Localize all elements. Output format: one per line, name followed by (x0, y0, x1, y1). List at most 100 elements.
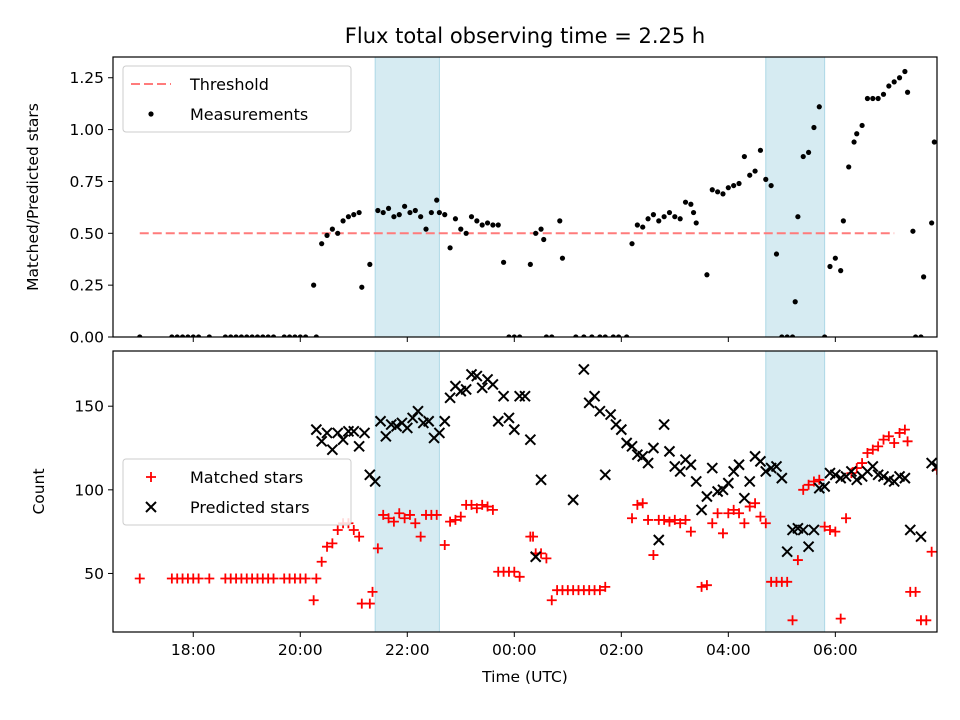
data-point (233, 334, 239, 337)
y-tick-label: 1.00 (69, 121, 104, 139)
legend: Matched stars Predicted stars (122, 458, 352, 526)
data-point (803, 479, 814, 490)
data-point (599, 469, 611, 481)
data-point (476, 382, 488, 394)
data-point (324, 232, 330, 238)
data-point (332, 524, 343, 535)
data-point (883, 431, 894, 442)
x-tick-label: 02:00 (599, 641, 644, 659)
data-point (222, 334, 228, 337)
data-point (228, 334, 234, 337)
data-point (383, 513, 394, 524)
data-point (937, 86, 942, 91)
data-point (841, 513, 852, 524)
data-point (690, 475, 702, 488)
data-point (792, 299, 798, 305)
data-point (354, 531, 365, 542)
data-point (873, 441, 884, 452)
data-point (894, 427, 905, 438)
data-point (645, 216, 651, 222)
data-point (666, 209, 673, 216)
data-point (533, 230, 539, 236)
data-point (733, 459, 745, 471)
data-point (436, 209, 442, 216)
data-point (814, 474, 825, 485)
data-point (244, 334, 250, 337)
data-point (632, 499, 643, 510)
data-point (744, 475, 756, 488)
data-point (672, 214, 678, 220)
data-point (407, 209, 413, 216)
data-point (340, 218, 346, 224)
data-point (268, 573, 279, 584)
data-point (741, 153, 747, 160)
data-point (134, 573, 145, 584)
data-point (597, 334, 603, 337)
data-point (829, 469, 842, 481)
data-point (931, 460, 937, 473)
data-point (310, 423, 323, 436)
data-point (948, 471, 958, 481)
data-point (495, 222, 501, 228)
data-point (528, 531, 539, 542)
data-point (715, 189, 721, 195)
data-point (656, 218, 662, 224)
data-point (557, 218, 563, 224)
data-point (311, 282, 317, 288)
panel-2: 50 100 150 18:00 20:00 22:00 00:00 02:00 04:00 06… (30, 350, 958, 686)
data-point (782, 576, 793, 587)
data-point (629, 241, 635, 247)
data-point (760, 465, 772, 478)
data-point (701, 580, 712, 591)
data-point (878, 434, 889, 445)
data-point (824, 524, 835, 535)
y-axis-label: Count (30, 468, 48, 514)
data-point (937, 425, 947, 435)
data-point (940, 81, 945, 86)
legend-label: Matched stars (190, 468, 303, 487)
data-point (921, 615, 932, 626)
data-point (757, 147, 764, 153)
data-point (851, 474, 863, 486)
data-point (297, 334, 303, 337)
data-point (602, 334, 608, 337)
data-point (798, 484, 809, 495)
data-point (380, 430, 392, 443)
data-point (948, 466, 958, 476)
data-point (316, 556, 327, 567)
data-point (517, 334, 523, 337)
data-point (322, 541, 333, 552)
data-point (589, 334, 595, 337)
data-point (292, 334, 298, 337)
data-point (351, 212, 357, 218)
data-point (680, 514, 691, 525)
data-point (573, 334, 579, 337)
legend-marker (145, 501, 157, 513)
y-tick-label: 0.75 (69, 173, 104, 191)
data-point (722, 477, 735, 489)
data-point (190, 334, 196, 337)
data-point (546, 595, 557, 606)
data-point (327, 538, 338, 549)
data-point (415, 531, 426, 542)
data-point (442, 212, 448, 218)
data-point (594, 405, 606, 417)
data-point (281, 334, 287, 337)
data-point (688, 201, 694, 207)
legend-box (122, 458, 352, 526)
data-point (452, 216, 459, 222)
data-point (254, 334, 261, 337)
data-point (859, 122, 865, 129)
data-point (760, 518, 771, 529)
data-point (460, 383, 472, 396)
data-point (912, 334, 919, 337)
data-point (781, 546, 793, 558)
data-point (174, 334, 180, 337)
data-point (524, 433, 537, 446)
data-point (345, 214, 352, 220)
data-point (394, 508, 405, 519)
data-point (367, 261, 373, 268)
data-point (260, 334, 266, 337)
data-point (674, 465, 686, 478)
data-point (910, 228, 916, 234)
